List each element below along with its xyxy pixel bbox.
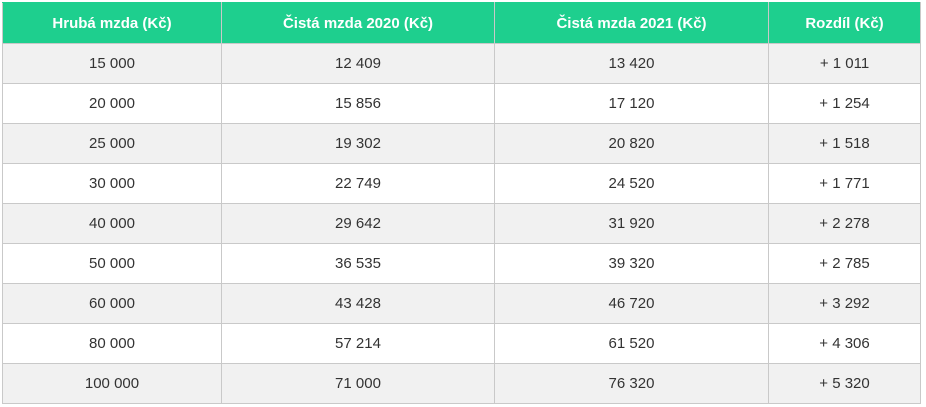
- table-row: 20 000 15 856 17 120 + 1 254: [2, 83, 921, 124]
- header-difference: Rozdíl (Kč): [768, 2, 921, 44]
- cell-difference: + 3 292: [768, 283, 921, 324]
- cell-gross-salary: 25 000: [2, 123, 222, 164]
- cell-net-salary-2021: 17 120: [494, 83, 769, 124]
- table-row: 80 000 57 214 61 520 + 4 306: [2, 323, 921, 364]
- cell-net-salary-2021: 13 420: [494, 43, 769, 84]
- table-row: 30 000 22 749 24 520 + 1 771: [2, 163, 921, 204]
- cell-difference: + 1 254: [768, 83, 921, 124]
- cell-net-salary-2021: 24 520: [494, 163, 769, 204]
- cell-net-salary-2020: 19 302: [221, 123, 495, 164]
- cell-net-salary-2020: 57 214: [221, 323, 495, 364]
- cell-gross-salary: 15 000: [2, 43, 222, 84]
- cell-net-salary-2020: 15 856: [221, 83, 495, 124]
- cell-difference: + 1 518: [768, 123, 921, 164]
- cell-net-salary-2020: 71 000: [221, 363, 495, 404]
- header-net-salary-2021: Čistá mzda 2021 (Kč): [494, 2, 769, 44]
- cell-net-salary-2021: 20 820: [494, 123, 769, 164]
- cell-difference: + 4 306: [768, 323, 921, 364]
- cell-net-salary-2020: 36 535: [221, 243, 495, 284]
- cell-net-salary-2021: 46 720: [494, 283, 769, 324]
- cell-difference: + 2 785: [768, 243, 921, 284]
- cell-gross-salary: 50 000: [2, 243, 222, 284]
- cell-net-salary-2020: 22 749: [221, 163, 495, 204]
- cell-difference: + 1 011: [768, 43, 921, 84]
- cell-gross-salary: 30 000: [2, 163, 222, 204]
- cell-gross-salary: 20 000: [2, 83, 222, 124]
- table-row: 100 000 71 000 76 320 + 5 320: [2, 363, 921, 404]
- cell-net-salary-2021: 61 520: [494, 323, 769, 364]
- table-row: 50 000 36 535 39 320 + 2 785: [2, 243, 921, 284]
- cell-gross-salary: 80 000: [2, 323, 222, 364]
- table-row: 60 000 43 428 46 720 + 3 292: [2, 283, 921, 324]
- cell-net-salary-2020: 12 409: [221, 43, 495, 84]
- table-row: 25 000 19 302 20 820 + 1 518: [2, 123, 921, 164]
- cell-net-salary-2021: 39 320: [494, 243, 769, 284]
- cell-difference: + 2 278: [768, 203, 921, 244]
- cell-net-salary-2021: 31 920: [494, 203, 769, 244]
- cell-gross-salary: 60 000: [2, 283, 222, 324]
- cell-gross-salary: 40 000: [2, 203, 222, 244]
- cell-net-salary-2021: 76 320: [494, 363, 769, 404]
- cell-net-salary-2020: 43 428: [221, 283, 495, 324]
- table-body: 15 000 12 409 13 420 + 1 011 20 000 15 8…: [2, 43, 921, 404]
- cell-difference: + 5 320: [768, 363, 921, 404]
- table-row: 15 000 12 409 13 420 + 1 011: [2, 43, 921, 84]
- cell-difference: + 1 771: [768, 163, 921, 204]
- cell-gross-salary: 100 000: [2, 363, 222, 404]
- header-row: Hrubá mzda (Kč) Čistá mzda 2020 (Kč) Čis…: [2, 2, 921, 44]
- table-header: Hrubá mzda (Kč) Čistá mzda 2020 (Kč) Čis…: [2, 2, 921, 44]
- header-gross-salary: Hrubá mzda (Kč): [2, 2, 222, 44]
- table-row: 40 000 29 642 31 920 + 2 278: [2, 203, 921, 244]
- header-net-salary-2020: Čistá mzda 2020 (Kč): [221, 2, 495, 44]
- cell-net-salary-2020: 29 642: [221, 203, 495, 244]
